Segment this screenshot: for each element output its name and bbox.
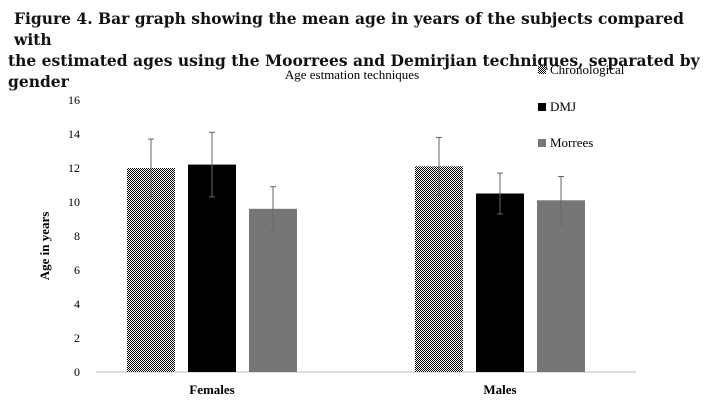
- y-tick-label: 12: [68, 161, 80, 175]
- x-axis-labels: Females Males: [189, 382, 516, 397]
- bar: [415, 166, 463, 372]
- bar: [127, 168, 175, 372]
- y-tick-label: 2: [74, 331, 80, 345]
- y-tick-label: 10: [68, 195, 80, 209]
- bar: [249, 208, 297, 372]
- y-tick-label: 6: [74, 263, 80, 277]
- bar: [537, 200, 585, 372]
- legend-swatch: [538, 66, 546, 74]
- bar: [476, 193, 524, 372]
- caption-line-1: Figure 4. Bar graph showing the mean age…: [14, 9, 684, 49]
- legend-swatch: [538, 103, 546, 111]
- y-tick-label: 16: [68, 93, 80, 107]
- bars-group: [127, 131, 585, 372]
- y-axis-ticks: 0 2 4 6 8 10 12 14 16: [68, 93, 80, 379]
- legend-label: DMJ: [550, 99, 576, 114]
- legend-swatch: [538, 139, 546, 147]
- x-tick-label: Females: [189, 382, 234, 397]
- y-tick-label: 0: [74, 365, 80, 379]
- y-tick-label: 14: [68, 127, 80, 141]
- bar: [188, 164, 236, 372]
- chart-title: Age estmation techniques: [285, 67, 419, 82]
- legend-label: Morrees: [550, 135, 593, 150]
- legend: Chronological DMJ Morrees: [538, 62, 625, 150]
- y-tick-label: 8: [74, 229, 80, 243]
- legend-label: Chronological: [550, 62, 625, 77]
- x-tick-label: Males: [483, 382, 516, 397]
- caption-line-2: the estimated ages using the Moorrees an…: [8, 51, 700, 91]
- y-tick-label: 4: [74, 297, 80, 311]
- y-axis-label: Age in years: [37, 212, 52, 281]
- figure-caption: Figure 4. Bar graph showing the mean age…: [8, 8, 707, 92]
